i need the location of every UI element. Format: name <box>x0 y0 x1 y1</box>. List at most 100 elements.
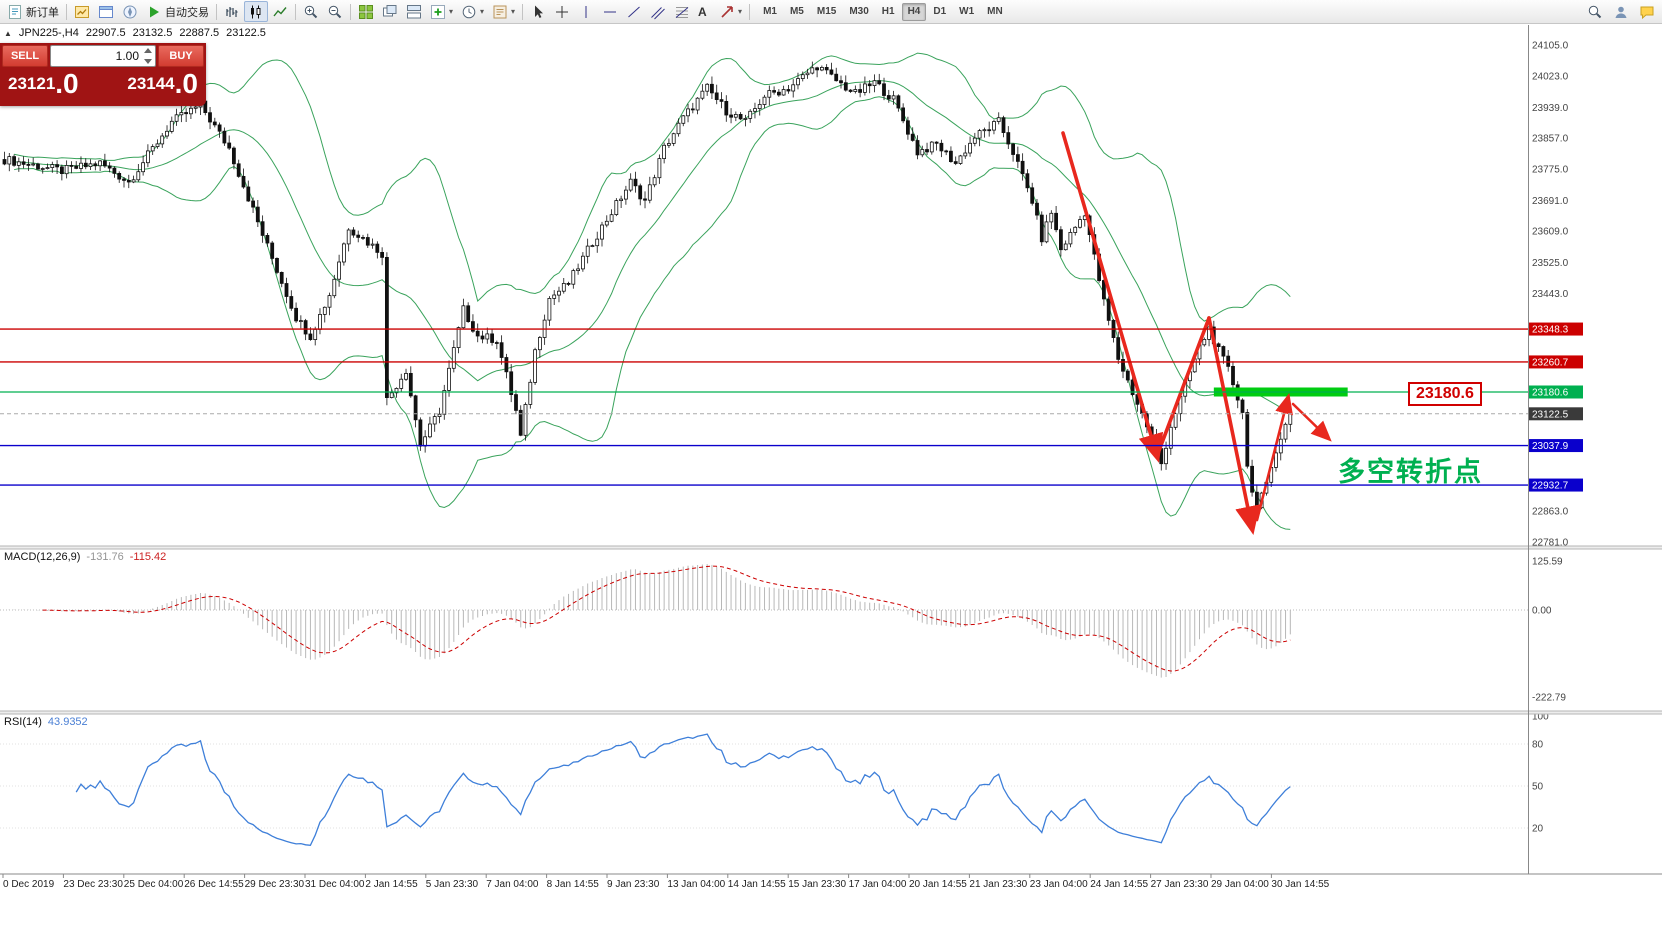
svg-text:21 Jan 23:30: 21 Jan 23:30 <box>969 879 1027 890</box>
volume-field[interactable]: 1.00 <box>50 45 156 67</box>
arrange-windows-button[interactable] <box>402 1 426 22</box>
trend-arrow-annotation[interactable] <box>1155 316 1211 458</box>
arrows-tool-button[interactable]: ▾ <box>715 1 746 22</box>
zoom-in-button[interactable] <box>299 1 323 22</box>
pane-splitter[interactable] <box>0 711 1662 714</box>
main-chart-pane[interactable] <box>2 52 1348 536</box>
indicators-button[interactable]: ▾ <box>426 1 457 22</box>
zoom-out-button[interactable] <box>323 1 347 22</box>
trend-arrow-annotation[interactable] <box>1061 131 1164 463</box>
data-window-button[interactable] <box>94 1 118 22</box>
svg-text:0 Dec 2019: 0 Dec 2019 <box>3 879 55 890</box>
horizontal-line-tool-button[interactable] <box>598 1 622 22</box>
channel-icon <box>651 6 665 19</box>
timeframe-w1-button[interactable]: W1 <box>953 3 980 21</box>
crosshair-tool-button[interactable] <box>550 1 574 22</box>
spinner-up-icon[interactable] <box>143 48 152 53</box>
trend-arrow-annotation[interactable] <box>1207 316 1261 536</box>
cascade-windows-icon <box>383 4 397 16</box>
trendline-tool-button[interactable] <box>622 1 646 22</box>
timeframe-m1-button[interactable]: M1 <box>757 3 783 21</box>
arrow-tool-icon <box>721 5 733 18</box>
cascade-windows-button[interactable] <box>378 1 402 22</box>
auto-trading-button[interactable]: 自动交易 <box>142 1 213 22</box>
toolbar-separator <box>350 3 351 20</box>
trendline-icon <box>628 6 640 17</box>
templates-button[interactable]: ▾ <box>488 1 519 22</box>
periods-button[interactable]: ▾ <box>457 1 488 22</box>
cursor-tool-button[interactable] <box>526 1 550 22</box>
timeframe-m5-button[interactable]: M5 <box>784 3 810 21</box>
fibonacci-tool-button[interactable] <box>670 1 694 22</box>
vertical-line-tool-button[interactable] <box>574 1 598 22</box>
search-button[interactable] <box>1583 1 1607 22</box>
cursor-icon <box>535 5 544 18</box>
trend-arrow-annotation[interactable] <box>1291 402 1332 442</box>
buy-button[interactable]: BUY <box>158 45 204 67</box>
macd-pane[interactable] <box>0 564 1528 678</box>
timeframe-m30-button[interactable]: M30 <box>843 3 874 21</box>
toolbar-separator <box>216 3 217 20</box>
toolbar-separator <box>66 3 67 20</box>
new-order-icon <box>9 4 21 19</box>
line-chart-button[interactable] <box>268 1 292 22</box>
navigator-button[interactable] <box>118 1 142 22</box>
volume-spinner[interactable] <box>142 48 153 64</box>
candlestick-chart-button[interactable] <box>244 1 268 22</box>
tile-windows-button[interactable] <box>354 1 378 22</box>
bar-chart-icon <box>226 6 238 17</box>
svg-text:23037.9: 23037.9 <box>1532 441 1569 452</box>
pane-splitter[interactable] <box>0 546 1662 549</box>
price-axis-badge <box>1529 385 1583 399</box>
svg-text:14 Jan 14:55: 14 Jan 14:55 <box>728 879 786 890</box>
timeframe-m15-button[interactable]: M15 <box>811 3 842 21</box>
svg-text:80: 80 <box>1532 740 1544 751</box>
bollinger-upper <box>13 52 1291 322</box>
one-click-trading-panel: SELL 1.00 BUY 23121.0 23144.0 <box>0 43 206 106</box>
community-button[interactable] <box>1609 1 1633 22</box>
timeframe-h4-button[interactable]: H4 <box>901 2 927 21</box>
text-tool-button[interactable]: A <box>694 1 715 22</box>
trade-panel-expander-icon[interactable]: ▲ <box>4 28 12 38</box>
rsi-pane-label: RSI(14) 43.9352 <box>4 716 88 728</box>
fibonacci-icon <box>675 6 689 18</box>
level-price-label: 23180.6 <box>1408 382 1482 406</box>
new-order-label: 新订单 <box>26 6 59 19</box>
auto-trading-label: 自动交易 <box>165 6 209 19</box>
market-watch-button[interactable] <box>70 1 94 22</box>
sell-button[interactable]: SELL <box>2 45 48 67</box>
timeframe-d1-button[interactable]: D1 <box>927 3 952 21</box>
indicators-icon <box>431 4 445 19</box>
toolbar-separator <box>749 3 751 20</box>
macd-signal-line <box>42 565 1291 672</box>
svg-text:24105.0: 24105.0 <box>1532 41 1569 52</box>
bar-chart-button[interactable] <box>220 1 244 22</box>
svg-text:22863.0: 22863.0 <box>1532 507 1569 518</box>
svg-text:23443.0: 23443.0 <box>1532 289 1569 300</box>
svg-text:23857.0: 23857.0 <box>1532 134 1569 145</box>
channel-tool-button[interactable] <box>646 1 670 22</box>
spinner-down-icon[interactable] <box>143 59 152 64</box>
buy-price[interactable]: 23144.0 <box>127 68 198 99</box>
zoom-out-icon <box>328 5 342 18</box>
vertical-line-icon <box>585 5 587 18</box>
svg-text:7 Jan 04:00: 7 Jan 04:00 <box>486 879 539 890</box>
svg-text:8 Jan 14:55: 8 Jan 14:55 <box>547 879 600 890</box>
candlestick-chart-icon <box>251 5 261 18</box>
person-icon <box>1615 6 1627 18</box>
timeframe-mn-button[interactable]: MN <box>981 3 1009 21</box>
ohlc-close: 23122.5 <box>226 27 266 39</box>
rsi-pane[interactable] <box>0 733 1528 846</box>
rsi-name: RSI(14) <box>4 716 42 728</box>
svg-text:9 Jan 23:30: 9 Jan 23:30 <box>607 879 660 890</box>
timeframe-h1-button[interactable]: H1 <box>876 3 901 21</box>
market-watch-icon <box>75 5 89 18</box>
sell-price[interactable]: 23121.0 <box>8 68 79 99</box>
new-order-button[interactable]: 新订单 <box>3 1 63 22</box>
rsi-line <box>75 733 1291 846</box>
chat-button[interactable] <box>1635 1 1659 22</box>
trend-arrow-annotation[interactable] <box>1255 392 1293 522</box>
line-chart-icon <box>273 6 287 16</box>
svg-text:50: 50 <box>1532 782 1544 793</box>
